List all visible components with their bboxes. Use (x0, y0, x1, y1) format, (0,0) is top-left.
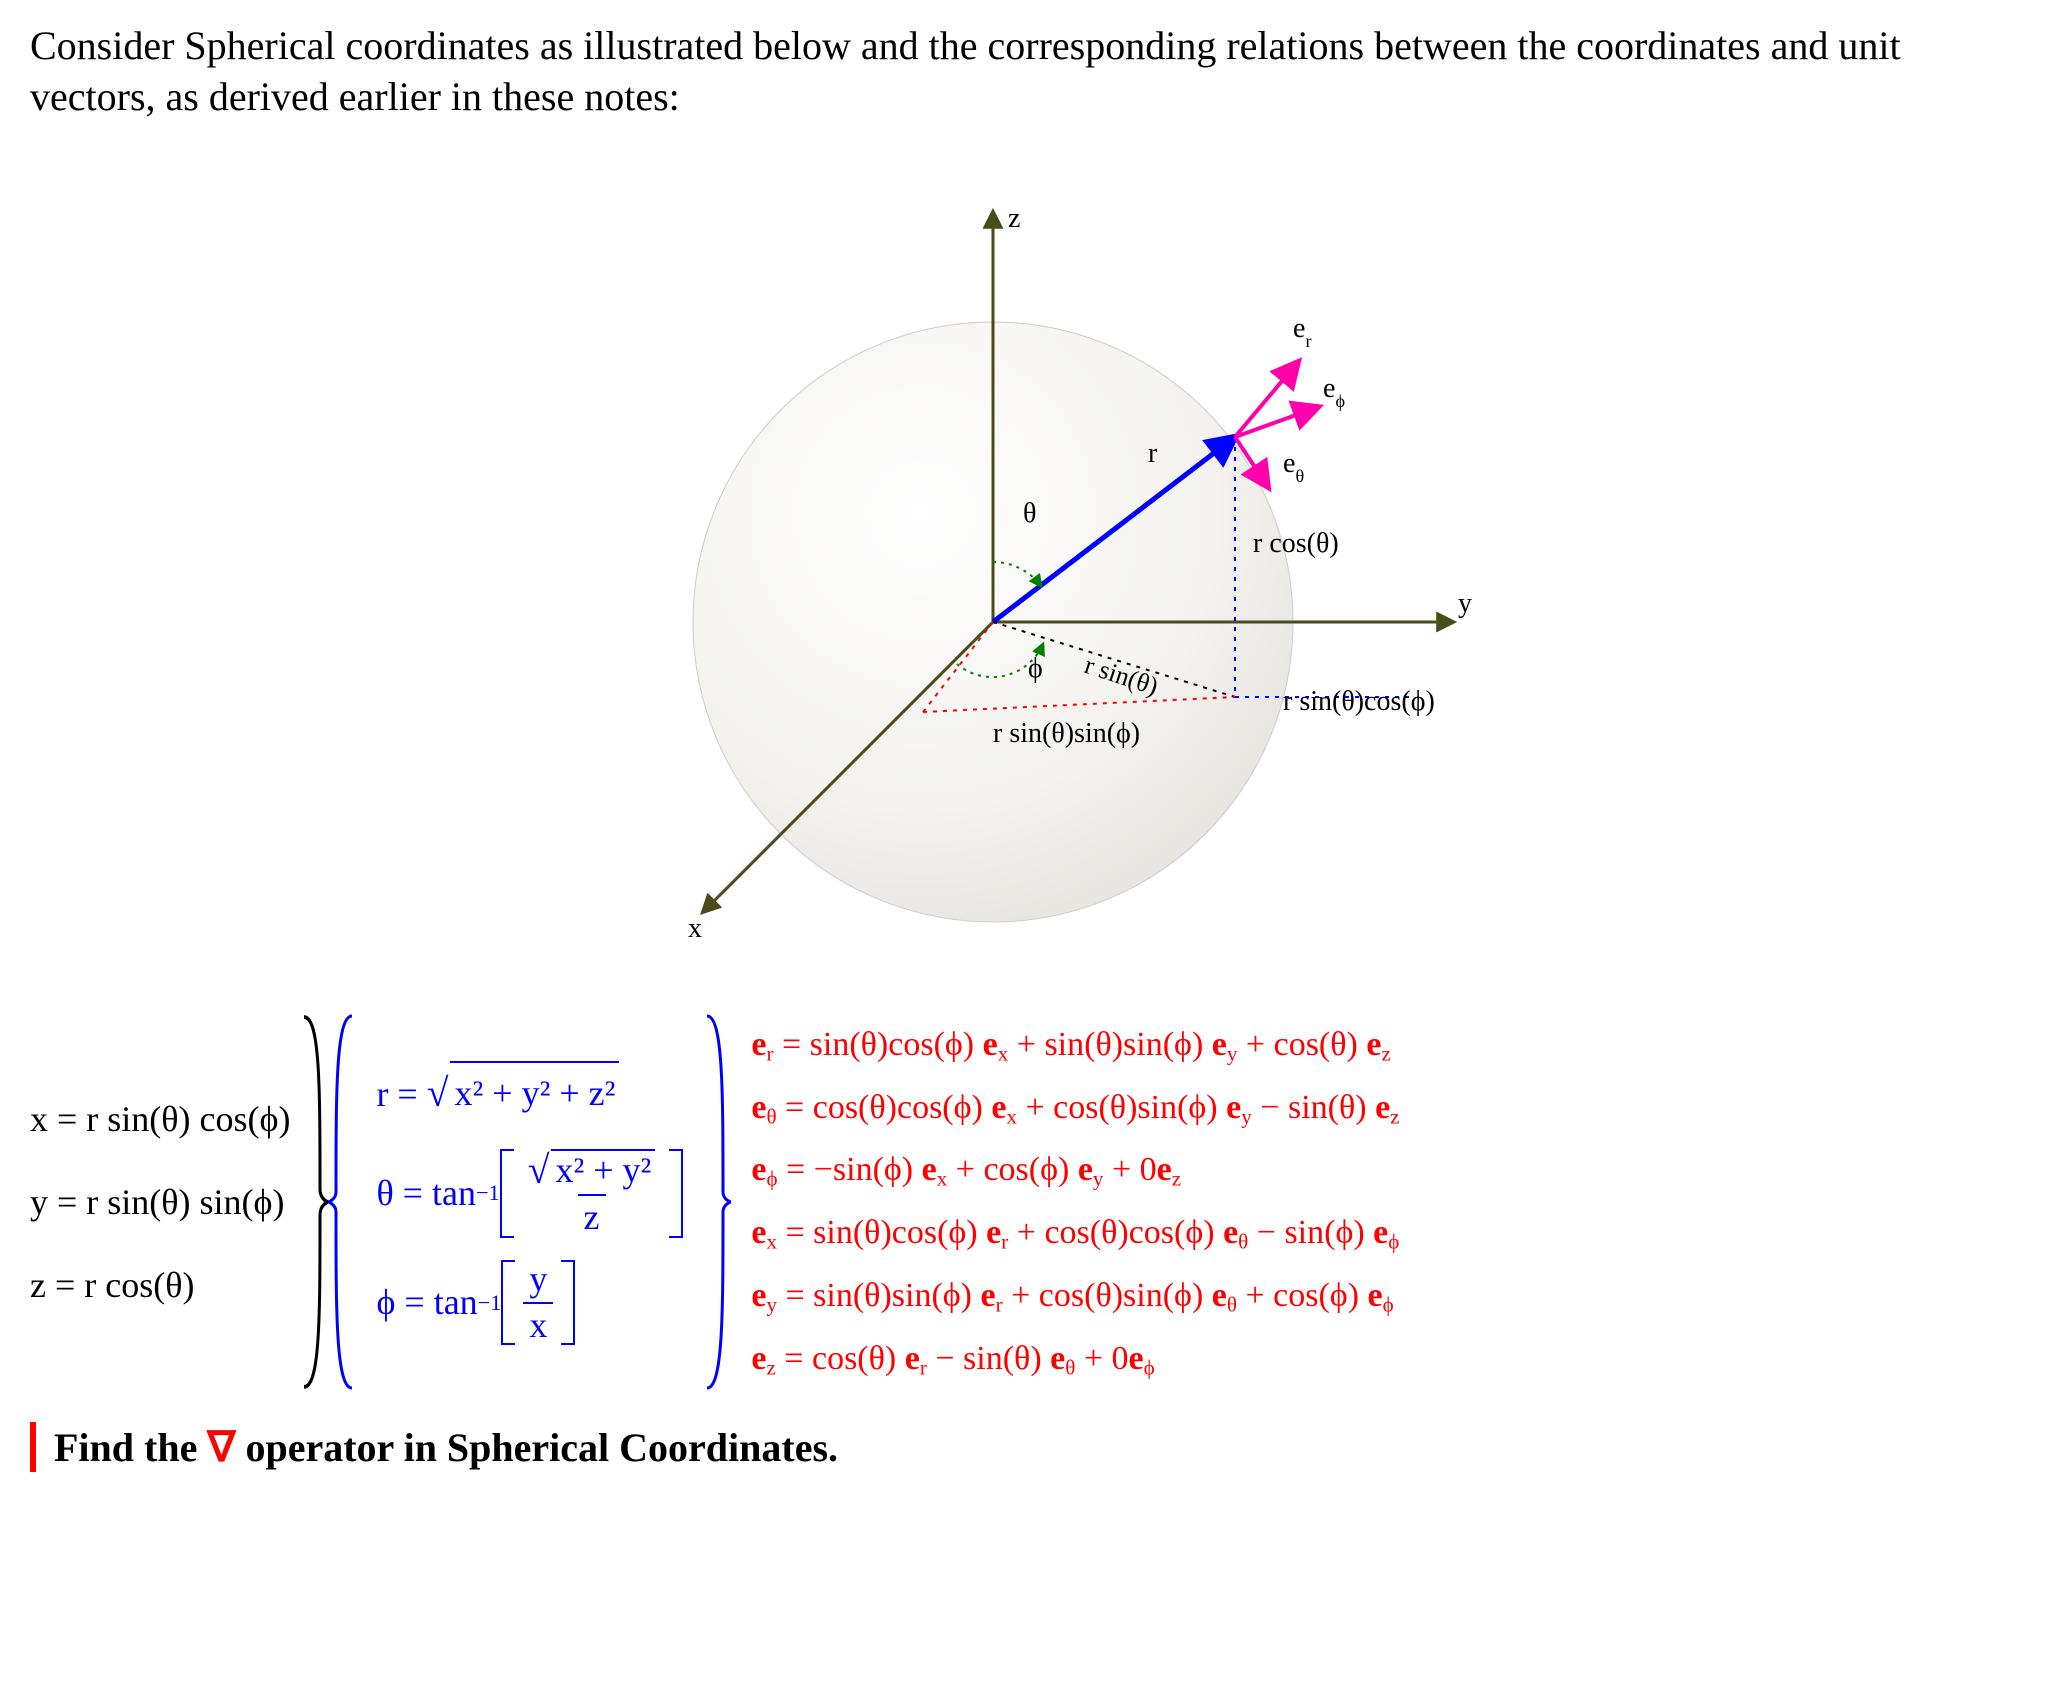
eq-z: z = r cos(θ) (30, 1255, 290, 1316)
cartesian-from-spherical: x = r sin(θ) cos(ϕ) y = r sin(θ) sin(ϕ) … (30, 1012, 300, 1392)
svg-text:x: x (688, 913, 702, 944)
inv-exp2: −1 (478, 1284, 502, 1322)
equations-row: x = r sin(θ) cos(ϕ) y = r sin(θ) sin(ϕ) … (30, 1012, 2016, 1392)
eq-phi-lhs: ϕ = tan (376, 1272, 477, 1333)
svg-text:ϕ: ϕ (1028, 653, 1043, 684)
prompt-bar-icon (30, 1422, 36, 1472)
spherical-from-cartesian: r = √x² + y² + z² θ = tan−1 √x² + y² z ϕ… (356, 1012, 703, 1392)
prompt-before: Find the (54, 1425, 207, 1470)
brace-left-blue (328, 1012, 356, 1392)
svg-text:y: y (1458, 588, 1472, 619)
eq-r-lhs: r = (376, 1074, 426, 1114)
svg-text:r sin(θ)sin(ϕ): r sin(θ)sin(ϕ) (993, 718, 1140, 749)
svg-text:r: r (1148, 438, 1158, 469)
eq-theta-num: x² + y² (551, 1149, 655, 1193)
eq-ez: ez = cos(θ) er − sin(θ) eθ + 0eϕ (751, 1328, 1399, 1391)
spherical-diagram: zyxrθϕr sin(θ)r cos(θ)r sin(θ)sin(ϕ)r si… (30, 152, 2016, 972)
eq-phi: ϕ = tan−1 y x (376, 1260, 683, 1345)
eq-r-body: x² + y² + z² (450, 1061, 619, 1126)
inv-exp: −1 (476, 1174, 500, 1212)
unit-vector-relations: er = sin(θ)cos(ϕ) ex + sin(θ)sin(ϕ) ey +… (731, 1012, 1399, 1392)
eq-theta: θ = tan−1 √x² + y² z (376, 1149, 683, 1238)
eq-ephi: eϕ = −sin(ϕ) ex + cos(ϕ) ey + 0ez (751, 1139, 1399, 1202)
svg-text:eθ: eθ (1283, 448, 1304, 486)
svg-text:er: er (1293, 313, 1312, 351)
nabla-symbol: ∇ (207, 1425, 235, 1471)
svg-text:θ: θ (1023, 498, 1036, 529)
svg-text:r cos(θ): r cos(θ) (1253, 528, 1339, 559)
prompt-after: operator in Spherical Coordinates. (235, 1425, 838, 1470)
eq-phi-den: x (523, 1302, 553, 1346)
eq-phi-num: y (523, 1260, 553, 1302)
eq-x: x = r sin(θ) cos(ϕ) (30, 1089, 290, 1150)
brace-right-blue (703, 1012, 731, 1392)
eq-ex: ex = sin(θ)cos(ϕ) er + cos(θ)cos(ϕ) eθ −… (751, 1202, 1399, 1265)
eq-theta-lhs: θ = tan (376, 1163, 476, 1224)
eq-theta-den: z (578, 1194, 606, 1238)
eq-etheta: eθ = cos(θ)cos(ϕ) ex + cos(θ)sin(ϕ) ey −… (751, 1077, 1399, 1140)
question-prompt: Find the ∇ operator in Spherical Coordin… (30, 1422, 2016, 1472)
svg-text:eϕ: eϕ (1323, 373, 1345, 411)
eq-er: er = sin(θ)cos(ϕ) ex + sin(θ)sin(ϕ) ey +… (751, 1014, 1399, 1077)
eq-r: r = √x² + y² + z² (376, 1060, 683, 1127)
svg-text:z: z (1008, 203, 1020, 234)
brace-right (300, 1012, 328, 1392)
svg-text:r sin(θ)cos(ϕ): r sin(θ)cos(ϕ) (1283, 686, 1435, 717)
intro-paragraph: Consider Spherical coordinates as illust… (30, 20, 2016, 122)
eq-y: y = r sin(θ) sin(ϕ) (30, 1172, 290, 1233)
eq-ey: ey = sin(θ)sin(ϕ) er + cos(θ)sin(ϕ) eθ +… (751, 1265, 1399, 1328)
